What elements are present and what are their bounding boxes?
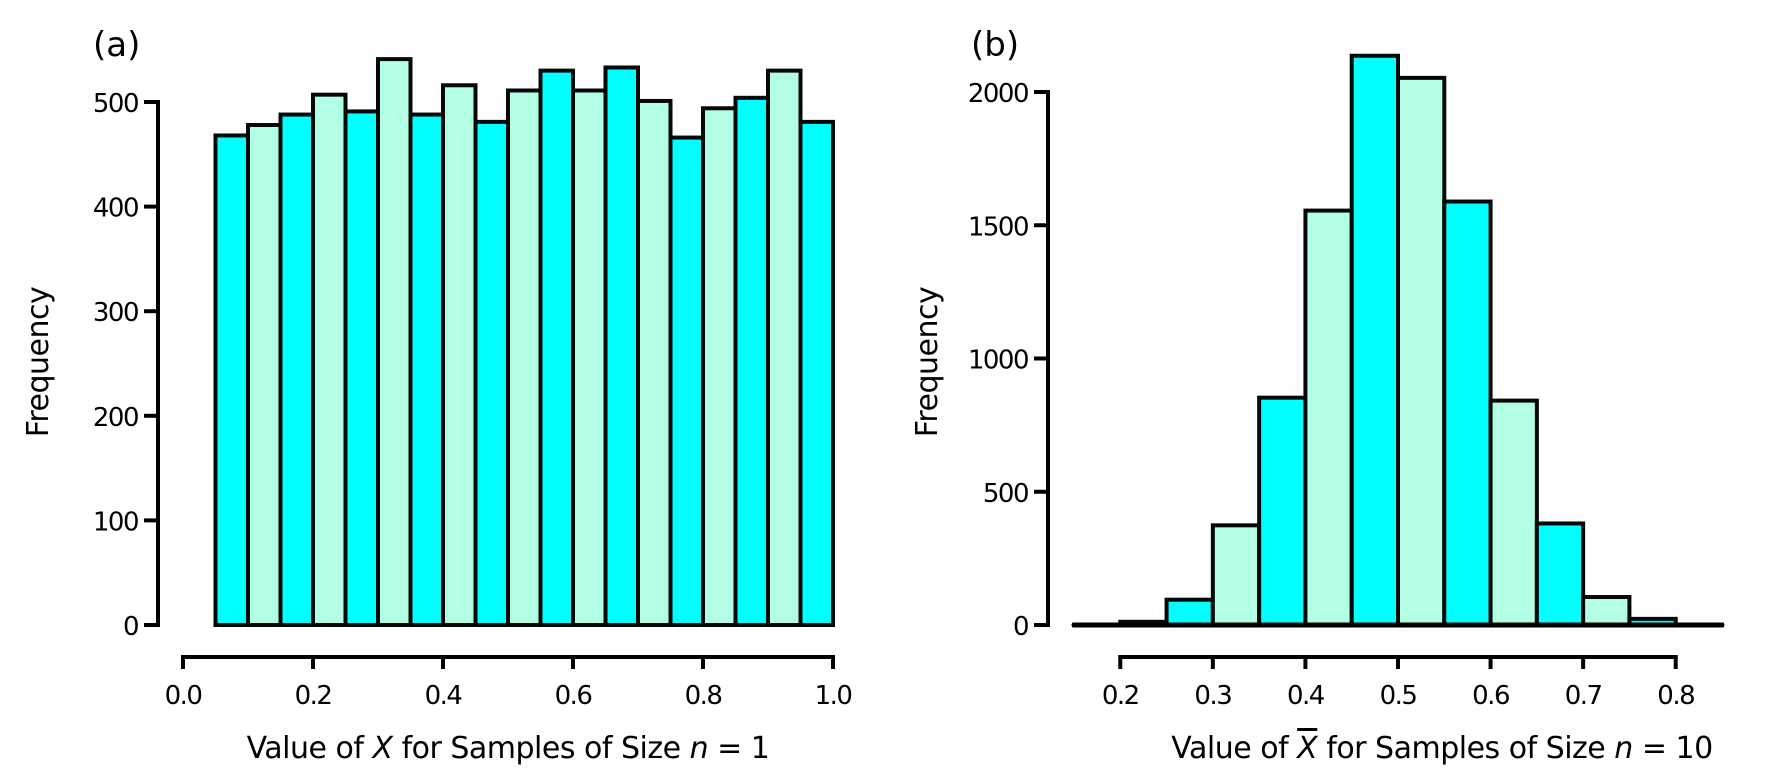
histogram-bar xyxy=(506,88,543,627)
histogram-bar xyxy=(766,68,803,628)
x-axis-a: 0.0 0.2 0.4 0.6 0.8 1.0 xyxy=(165,655,853,711)
histogram-bar xyxy=(343,109,380,627)
histogram-bar xyxy=(603,65,640,628)
y-tick-label: 0 xyxy=(1013,612,1028,642)
x-tick-label: 0.8 xyxy=(685,681,722,711)
x-tick-label: 0.8 xyxy=(1657,681,1694,711)
x-axis-b: 0.2 0.3 0.4 0.5 0.6 0.7 0.8 xyxy=(1102,655,1696,711)
y-tick-label: 400 xyxy=(93,194,138,224)
y-tick-label: 1000 xyxy=(968,346,1028,376)
y-tick-label: 200 xyxy=(93,403,138,433)
histogram-bar xyxy=(1164,597,1215,627)
x-axis-label-part: = 1 xyxy=(708,731,769,766)
y-axis-b: 0 500 1000 1500 2000 xyxy=(968,79,1050,642)
histogram-bar xyxy=(701,106,738,627)
x-axis-label-part: for Samples of Size xyxy=(1317,731,1614,766)
histogram-bar xyxy=(1349,53,1400,628)
y-axis-label-a: Frequency xyxy=(21,287,56,437)
histogram-bar xyxy=(213,133,250,628)
histogram-bar xyxy=(1581,595,1632,628)
histogram-bar xyxy=(1488,398,1539,627)
histogram-bar xyxy=(1257,395,1308,627)
x-axis-label-part: n xyxy=(690,731,709,766)
histogram-bar xyxy=(408,112,445,627)
x-axis-label-part: = 10 xyxy=(1633,731,1713,766)
x-axis-label-part: Value of xyxy=(247,731,373,766)
panel-label-b: (b) xyxy=(971,25,1019,65)
histogram-bar xyxy=(538,68,575,628)
x-tick-label: 0.6 xyxy=(1472,681,1509,711)
x-tick-label: 0.0 xyxy=(165,681,202,711)
y-tick-label: 500 xyxy=(983,479,1028,509)
x-tick-label: 0.2 xyxy=(295,681,332,711)
histogram-bar xyxy=(636,98,673,628)
histogram-bar xyxy=(441,83,478,628)
y-tick-label: 1500 xyxy=(968,212,1028,242)
bars-a xyxy=(213,57,835,628)
bars-b xyxy=(1071,53,1725,628)
histogram-bar xyxy=(246,123,283,628)
x-tick-label: 0.4 xyxy=(425,681,463,711)
y-tick-label: 300 xyxy=(93,298,138,328)
histogram-bar xyxy=(1442,199,1493,627)
histogram-bar xyxy=(473,119,510,628)
histogram-bar xyxy=(1396,75,1447,628)
x-axis-label-part: n xyxy=(1614,731,1633,766)
histogram-bar xyxy=(1534,521,1586,627)
y-axis-a: 0 100 200 300 400 500 xyxy=(93,89,160,642)
x-tick-label: 0.5 xyxy=(1380,681,1417,711)
panel-label-a: (a) xyxy=(93,25,140,65)
x-axis-label-part: X xyxy=(1295,731,1319,766)
histogram-bar xyxy=(376,57,413,627)
y-tick-label: 500 xyxy=(93,89,138,119)
y-axis-label-b: Frequency xyxy=(910,287,945,437)
x-axis-label-b: Value of X for Samples of Size n = 10 xyxy=(1171,731,1712,766)
x-axis-label-part: for Samples of Size xyxy=(393,731,690,766)
x-axis-label-part: X xyxy=(370,731,394,766)
x-tick-label: 0.6 xyxy=(555,681,592,711)
x-tick-label: 0.3 xyxy=(1194,681,1231,711)
y-tick-label: 0 xyxy=(123,612,138,642)
histogram-bar xyxy=(1303,208,1354,627)
y-tick-label: 2000 xyxy=(968,79,1028,109)
x-axis-label-a: Value of X for Samples of Size n = 1 xyxy=(247,731,770,766)
histogram-bar xyxy=(668,135,705,627)
histogram-bar xyxy=(278,112,315,627)
x-tick-label: 0.7 xyxy=(1565,681,1602,711)
x-axis-label-part: Value of xyxy=(1171,731,1297,766)
histogram-bar xyxy=(311,92,348,628)
x-tick-label: 0.2 xyxy=(1102,681,1139,711)
histogram-bar xyxy=(733,95,770,628)
x-tick-label: 0.4 xyxy=(1287,681,1325,711)
histogram-bar xyxy=(798,119,835,628)
y-tick-label: 100 xyxy=(93,507,138,537)
histogram-bar xyxy=(1210,523,1262,627)
x-tick-label: 1.0 xyxy=(815,681,852,711)
histogram-bar xyxy=(571,88,608,627)
